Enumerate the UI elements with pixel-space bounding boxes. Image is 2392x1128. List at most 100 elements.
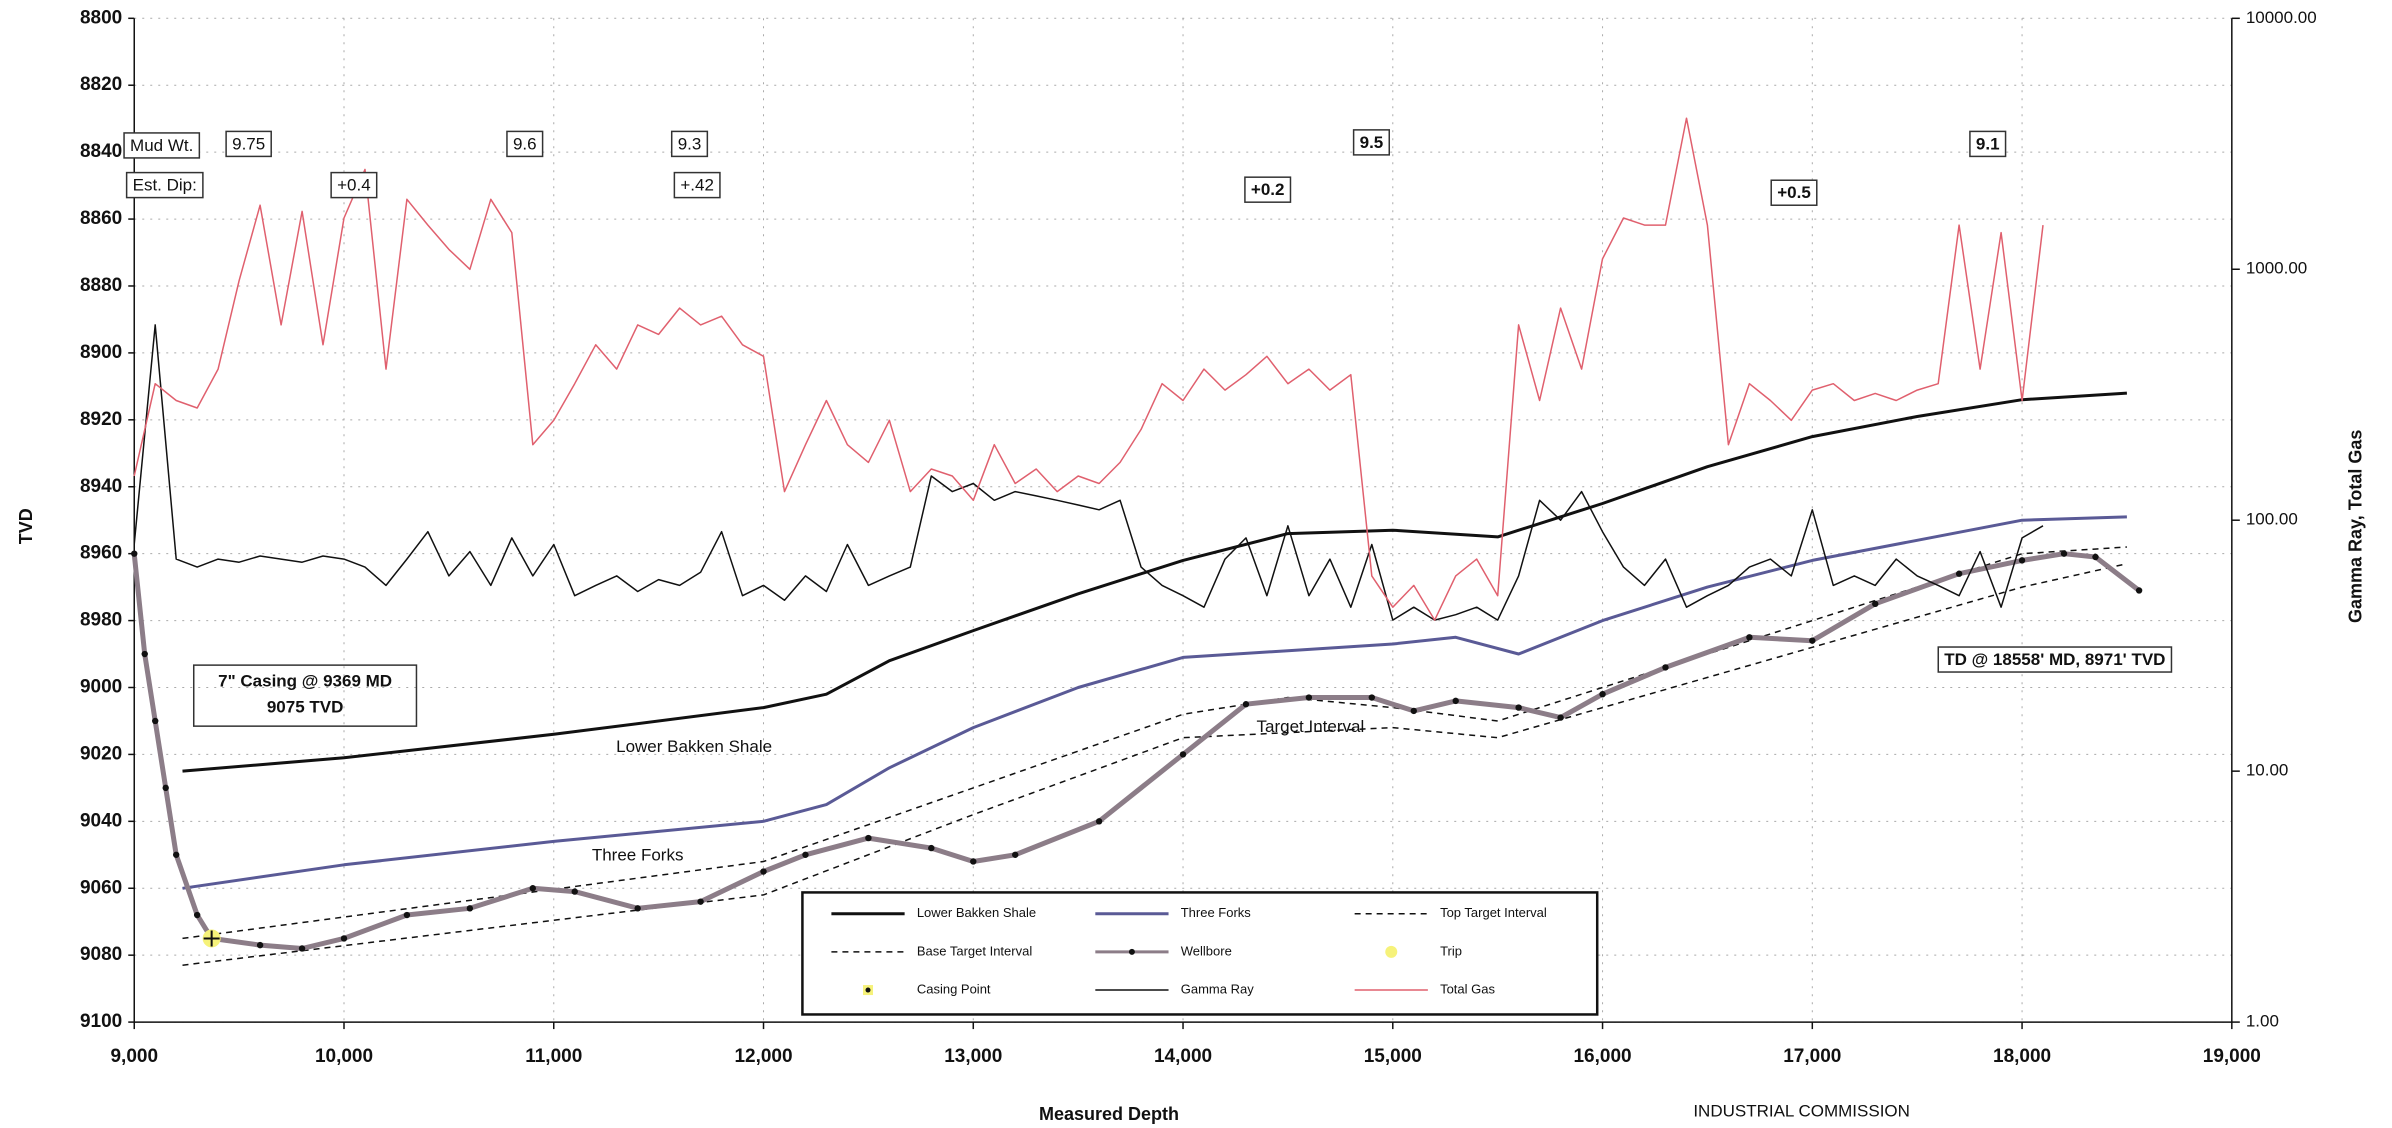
annotation: Est. Dip: [133,176,197,195]
wellbore-point [802,851,809,858]
series-line [133,117,2044,621]
wellbore-point [1809,637,1816,644]
annotation-box [506,130,544,158]
annotation-box [1352,129,1391,156]
annotation: +0.5 [1777,183,1811,202]
legend-label: Base Target Interval [917,943,1032,958]
wellbore-point [152,717,159,725]
series-line [182,562,2128,966]
wellbore-point [2092,553,2099,561]
legend-label: Three Forks [1181,905,1252,920]
x-tick-label: 14,000 [1154,1046,1212,1067]
x-axis-title: Measured Depth [1039,1104,1179,1124]
y-tick-label: 8800 [80,7,122,28]
x-tick-label: 17,000 [1783,1046,1841,1067]
wellbore-point [403,911,411,919]
wellbore-point [1452,697,1459,705]
x-tick-label: 11,000 [525,1046,582,1067]
wellbore-point [1242,701,1250,708]
wellbore-point [1662,664,1669,671]
wellbore-point [529,885,536,892]
annotation: 9.3 [678,134,702,153]
annotation-box [673,171,721,199]
y2-tick-label: 10.00 [2246,761,2289,780]
wellbore-point [298,945,306,952]
series-line [182,515,2127,890]
y-tick-label: 8900 [80,342,122,363]
legend-label: Trip [1440,943,1462,958]
annotation-box [670,130,709,158]
wellbore-point [1410,707,1417,715]
y-tick-label: 8940 [80,476,122,497]
y-tick-label: 8860 [80,208,122,229]
annotation: 7" Casing @ 9369 MD [218,671,392,690]
annotation: 9.75 [232,134,265,153]
y-tick-label: 8960 [80,543,122,564]
y2-tick-label: 1.00 [2246,1012,2279,1031]
legend-label: Top Target Interval [1440,905,1547,920]
wellbore-point [162,784,169,792]
wellbore-point [2135,587,2143,594]
wellbore-point [1305,694,1313,701]
wellbore-point [141,650,148,658]
annotation: INDUSTRIAL COMMISSION [1693,1102,1910,1121]
series-line [133,324,2044,621]
annotation: 9.6 [513,134,537,153]
series-line [182,391,2127,773]
wellbore-point [1955,570,1963,577]
annotation-box [192,664,418,727]
wellbore-point [1872,600,1879,608]
casing-point [203,930,220,947]
y-tick-label: 8820 [80,74,122,95]
legend-label: Total Gas [1440,981,1495,996]
wellbore-point [760,868,767,875]
legend-box [801,891,1599,1016]
y2-tick-label: 100.00 [2246,510,2298,529]
wellbore-point [928,844,935,852]
series-line [182,546,2127,940]
wellbore-point [2060,550,2068,557]
legend-swatch-point [1385,945,1398,958]
wellbore-point [131,550,138,557]
annotation-box [125,171,204,199]
annotation: +.42 [680,176,714,195]
annotation: 9075 TVD [267,697,344,716]
annotation: 9.5 [1360,133,1384,152]
annotation-box [1937,646,2173,673]
wellbore-point [1557,714,1564,721]
y-tick-label: 9060 [80,877,122,898]
x-tick-label: 15,000 [1364,1046,1422,1067]
annotation-box [1969,130,2007,158]
wellbore-point [1179,751,1187,758]
y-axis-title: TVD [16,508,36,544]
wellbore-point [256,941,264,949]
y-tick-label: 9000 [80,677,122,698]
x-tick-label: 13,000 [944,1046,1002,1067]
wellbore-point [193,911,201,919]
legend: Lower Bakken Shale Three Forks Top Target … [801,891,1599,1016]
legend-label: Gamma Ray [1181,981,1254,996]
y2-tick-label: 1000.00 [2246,259,2307,278]
annotation-box [225,130,272,158]
x-tick-label: 10,000 [315,1046,373,1067]
legend-swatch-dot [1128,948,1135,955]
annotation-box [123,132,201,159]
y-tick-label: 8920 [80,409,122,430]
legend-swatch-point [865,987,871,993]
annotation: 9.1 [1976,134,2000,153]
annotation: Three Forks [592,845,684,864]
wellbore-point [466,905,474,912]
annotation: Target Interval [1257,717,1365,736]
y-tick-label: 8880 [80,275,122,296]
wellbore-point [2018,557,2026,564]
wellbore-point [865,834,872,842]
x-tick-label: 16,000 [1573,1046,1631,1067]
y-tick-label: 8840 [80,141,122,162]
wellbore-point [970,858,977,865]
wellbore-point [1012,851,1019,858]
annotation: Mud Wt. [130,136,193,155]
legend-label: Wellbore [1181,943,1232,958]
legend-label: Casing Point [917,981,991,996]
